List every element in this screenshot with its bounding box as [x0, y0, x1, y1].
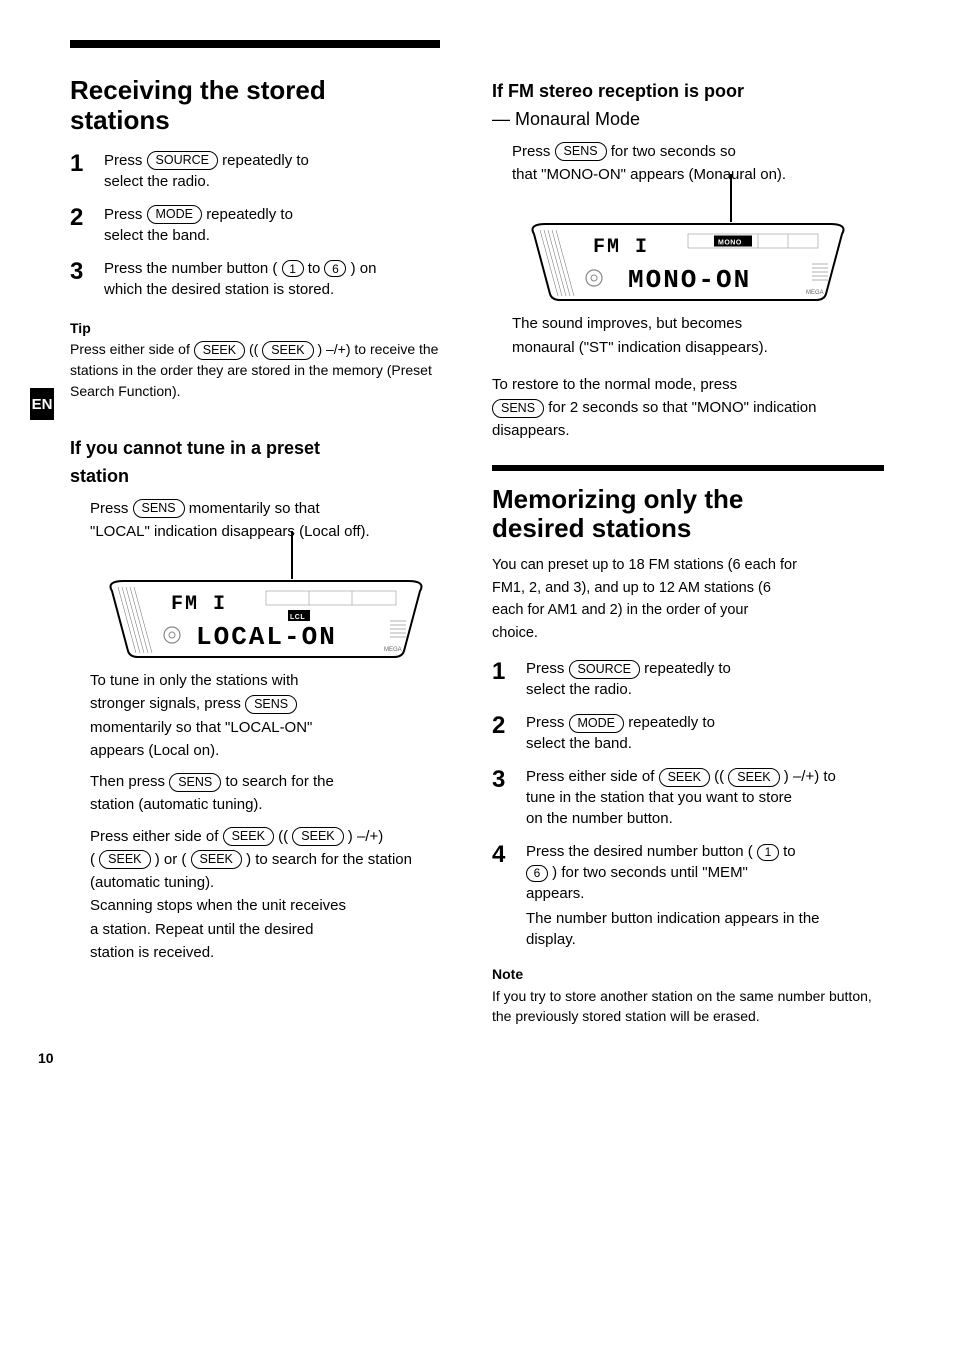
side-tab: EN — [30, 388, 54, 420]
section-divider — [492, 465, 884, 471]
step-text: Press SOURCE repeatedly to select the ra… — [526, 658, 884, 700]
preset-6-button: 6 — [526, 865, 548, 882]
callout-line — [730, 174, 732, 222]
step-2: 2 Press MODE repeatedly to select the ba… — [492, 712, 884, 754]
header-accent-bar — [70, 40, 440, 48]
page-number: 10 — [38, 1050, 54, 1066]
step-number: 1 — [70, 150, 104, 179]
note-block: Note If you try to store another station… — [492, 964, 884, 1026]
seek-button: SEEK — [728, 768, 779, 787]
step-text: Press MODE repeatedly to select the band… — [104, 204, 462, 246]
instruction-text: Press SENS for two seconds so that "MONO… — [492, 140, 884, 187]
instruction-text: To tune in only the stations with strong… — [70, 669, 462, 762]
instruction-text: To restore to the normal mode, press SEN… — [492, 373, 884, 443]
sens-button: SENS — [133, 499, 185, 518]
seek-button: SEEK — [659, 768, 710, 787]
step-text: Press either side of SEEK (( SEEK ) –/+)… — [526, 766, 884, 829]
section-title: Memorizing only the desired stations — [492, 485, 884, 545]
intro-text: You can preset up to 18 FM stations (6 e… — [492, 554, 884, 644]
preset-1-button: 1 — [282, 260, 304, 277]
instruction-text: The sound improves, but becomes monaural… — [492, 312, 884, 359]
step-number: 4 — [492, 841, 526, 870]
section-title: Receiving the stored stations — [70, 76, 462, 136]
lcd-display-mono: FM I MONO MONO-ON — [492, 222, 884, 302]
seek-button: SEEK — [262, 341, 313, 360]
instruction-text: Press either side of SEEK (( SEEK ) –/+)… — [70, 825, 462, 965]
source-button: SOURCE — [569, 660, 640, 679]
note-text: If you try to store another station on t… — [492, 986, 884, 1027]
subsection-title: If you cannot tune in a preset station — [70, 435, 462, 491]
note-title: Note — [492, 964, 884, 986]
step-number: 3 — [492, 766, 526, 795]
step-text: Press the number button ( 1 to 6 ) on wh… — [104, 258, 462, 300]
svg-text:MONO-ON: MONO-ON — [628, 265, 751, 295]
step-number: 1 — [492, 658, 526, 687]
step-text: Press MODE repeatedly to select the band… — [526, 712, 884, 754]
seek-button: SEEK — [191, 850, 242, 869]
seek-button: SEEK — [223, 827, 274, 846]
seek-button: SEEK — [99, 850, 150, 869]
subsection-title: If FM stereo reception is poor — Monaura… — [492, 78, 884, 134]
step-4: 4 Press the desired number button ( 1 to… — [492, 841, 884, 950]
svg-text:MONO: MONO — [718, 240, 742, 247]
seek-button: SEEK — [292, 827, 343, 846]
step-number: 2 — [492, 712, 526, 741]
mode-button: MODE — [569, 714, 625, 733]
step-text: Press SOURCE repeatedly to select the ra… — [104, 150, 462, 192]
instruction-text: Press SENS momentarily so that "LOCAL" i… — [70, 497, 462, 544]
sens-button: SENS — [245, 695, 297, 714]
svg-text:FM I: FM I — [593, 236, 649, 259]
preset-6-button: 6 — [324, 260, 346, 277]
svg-text:LCL: LCL — [290, 614, 305, 621]
svg-text:MEGA: MEGA — [806, 290, 824, 296]
step-3: 3 Press either side of SEEK (( SEEK ) –/… — [492, 766, 884, 829]
callout-line — [291, 531, 293, 579]
source-button: SOURCE — [147, 151, 218, 170]
seek-button: SEEK — [194, 341, 245, 360]
tip-block: Tip Press either side of SEEK (( SEEK ) … — [70, 318, 462, 401]
sens-button: SENS — [492, 399, 544, 418]
sens-button: SENS — [169, 773, 221, 792]
sens-button: SENS — [555, 142, 607, 161]
step-3: 3 Press the number button ( 1 to 6 ) on … — [70, 258, 462, 300]
instruction-text: Then press SENS to search for the statio… — [70, 770, 462, 817]
step-number: 2 — [70, 204, 104, 233]
tip-text: Press either side of SEEK (( SEEK ) –/+)… — [70, 339, 462, 400]
tip-title: Tip — [70, 318, 462, 340]
step-2: 2 Press MODE repeatedly to select the ba… — [70, 204, 462, 246]
step-number: 3 — [70, 258, 104, 287]
preset-1-button: 1 — [757, 844, 779, 861]
step-text: Press the desired number button ( 1 to 6… — [526, 841, 884, 950]
svg-text:MEGA: MEGA — [384, 647, 402, 653]
step-1: 1 Press SOURCE repeatedly to select the … — [492, 658, 884, 700]
svg-text:LOCAL-ON: LOCAL-ON — [196, 622, 337, 652]
mode-button: MODE — [147, 205, 203, 224]
lcd-display-local: FM I LCL LOCAL-ON — [70, 579, 462, 659]
step-1: 1 Press SOURCE repeatedly to select the … — [70, 150, 462, 192]
svg-text:FM I: FM I — [171, 593, 227, 616]
